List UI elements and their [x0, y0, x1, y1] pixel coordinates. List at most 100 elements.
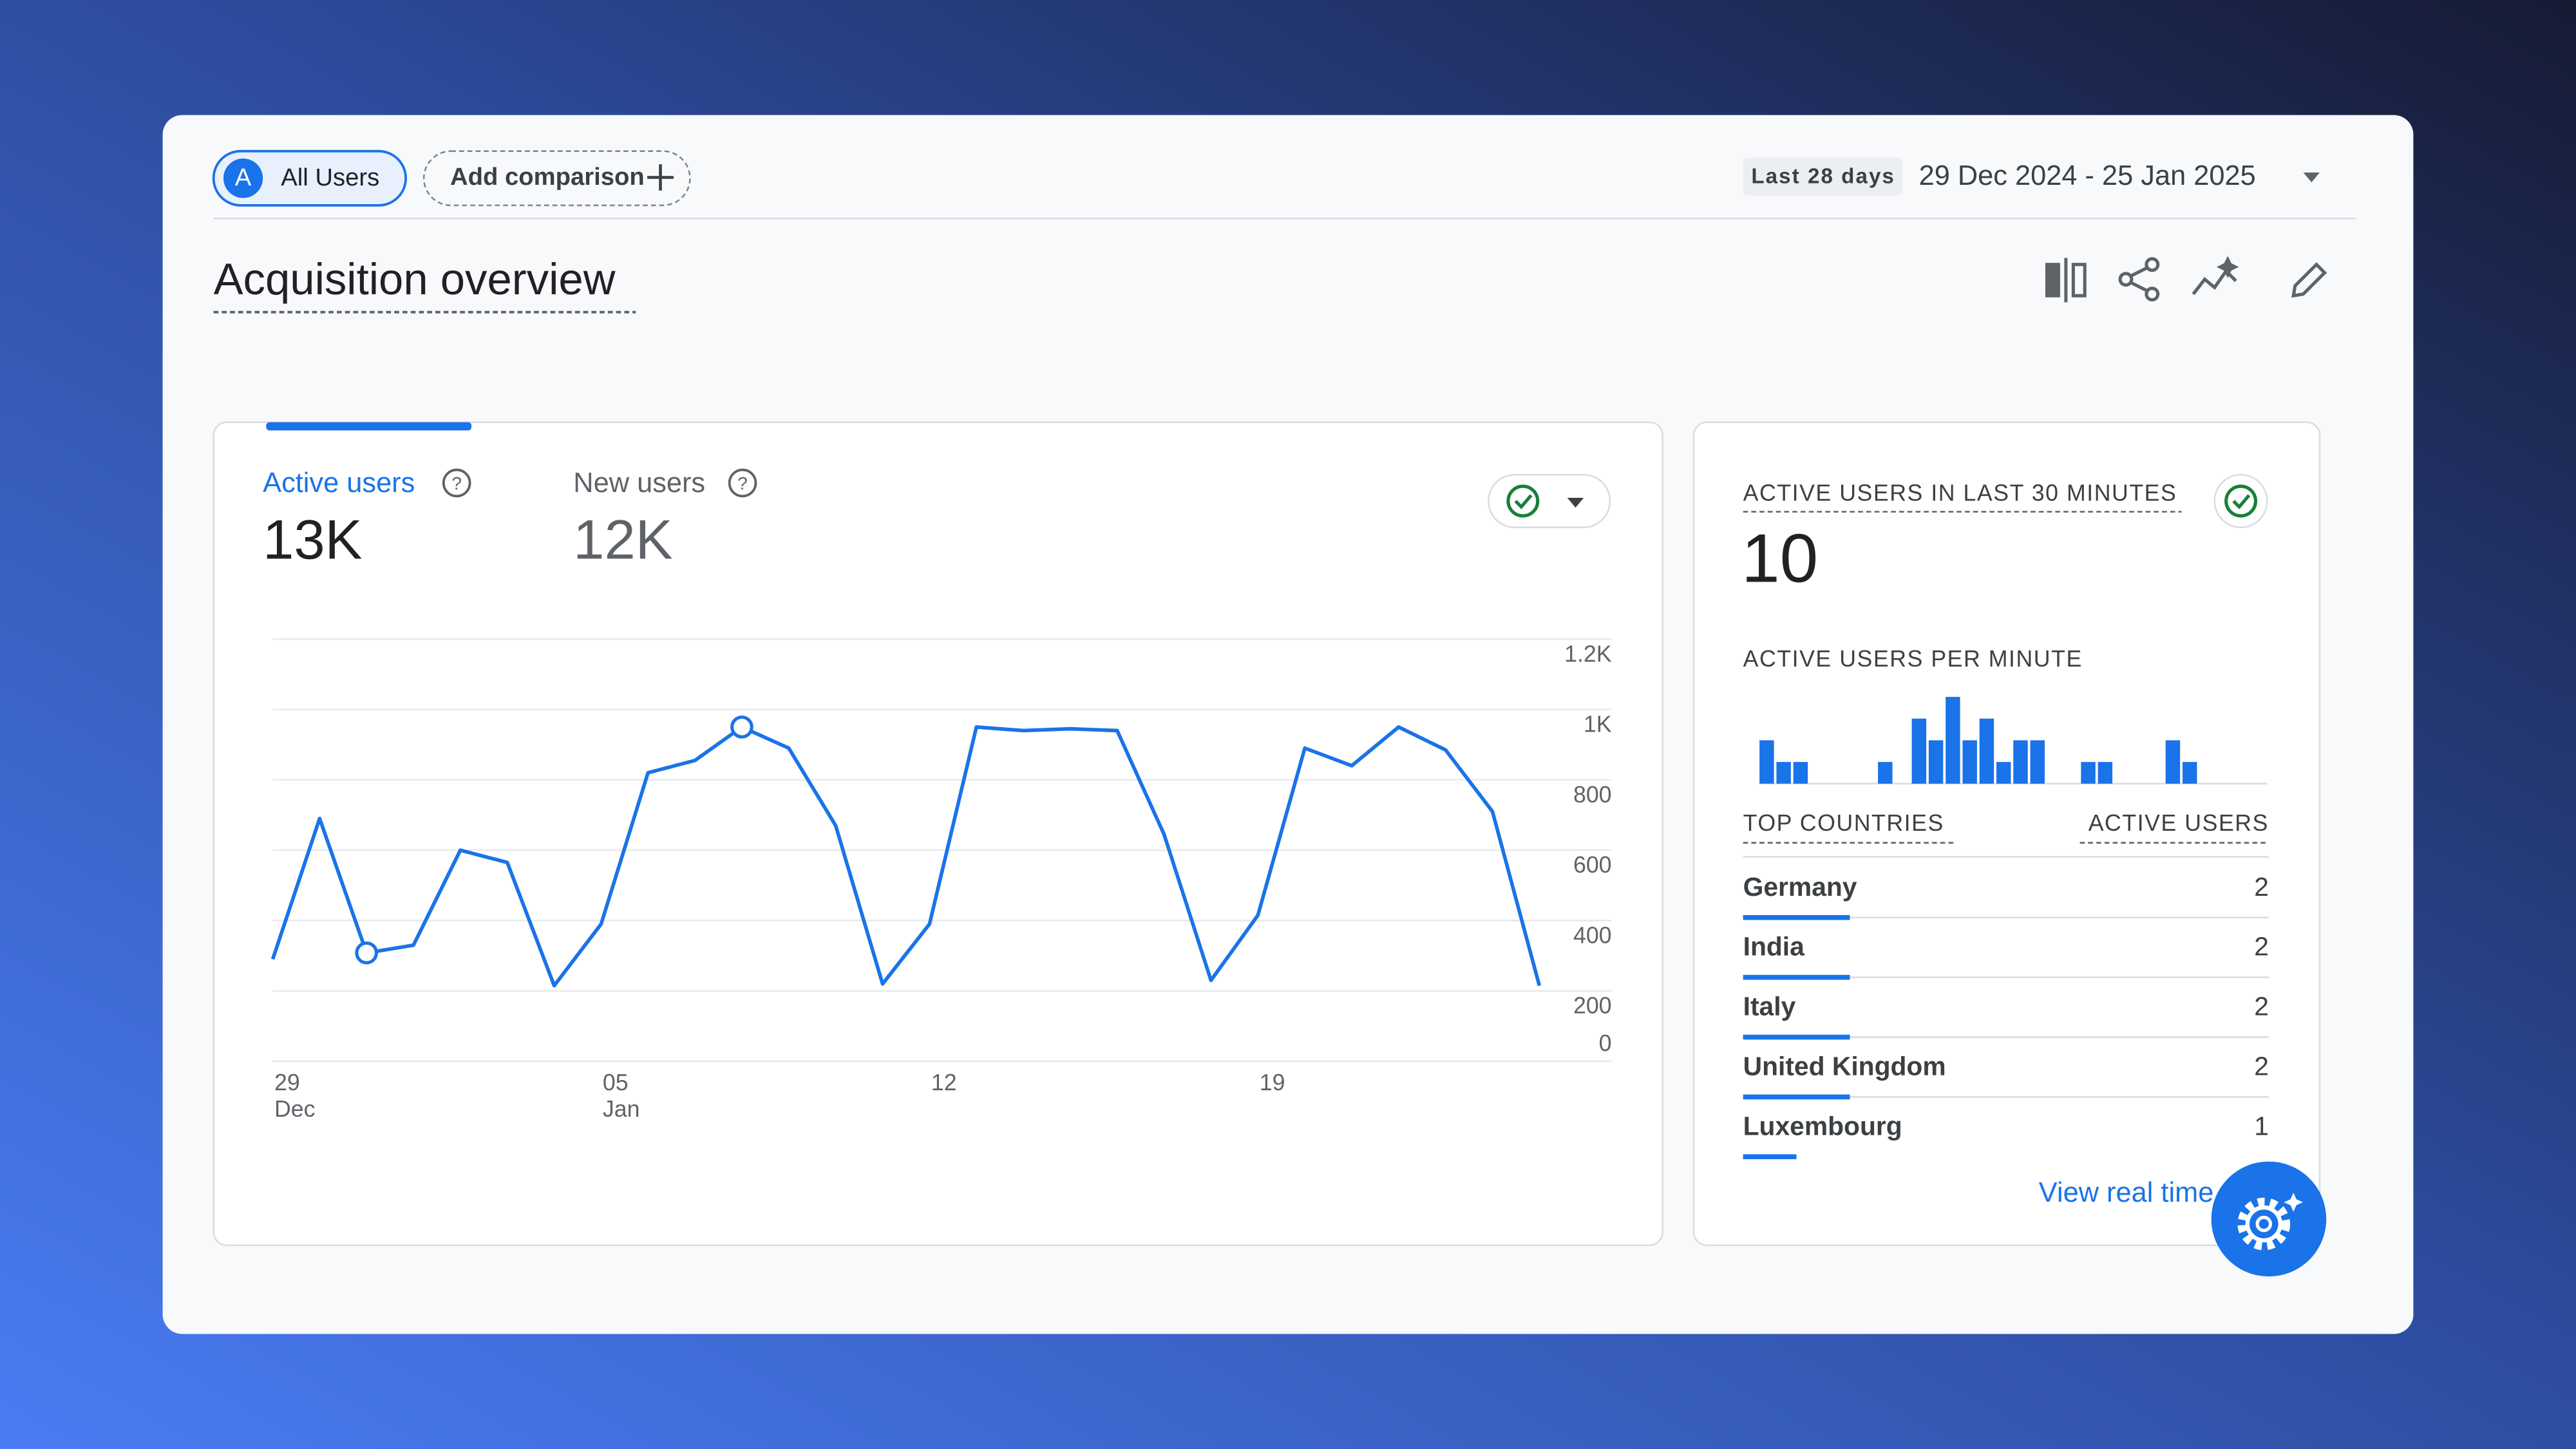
dropdown-arrow [2303, 172, 2320, 183]
realtime-value: 10 [1741, 519, 1818, 596]
minute-bar [1928, 740, 1944, 784]
edit-icon[interactable] [2291, 262, 2327, 298]
minute-bar [1946, 697, 1960, 784]
minute-bar [1878, 762, 1893, 784]
y-tick-label: 400 [1573, 922, 1612, 948]
date-picker[interactable]: Last 28 days 29 Dec 2024 - 25 Jan 2025 [1743, 157, 2320, 196]
active-tab-indicator [266, 422, 472, 431]
view-realtime-link[interactable]: View real time [2039, 1177, 2214, 1208]
x-tick-label: 19 [1260, 1070, 1285, 1095]
help-icon [442, 468, 471, 498]
date-label-bg [1743, 157, 1903, 196]
share-icon[interactable] [2118, 257, 2160, 302]
add-comparison[interactable]: Add comparison [422, 150, 691, 207]
date-range: 29 Dec 2024 - 25 Jan 2025 [1919, 160, 2256, 191]
metric-value: 12K [573, 508, 672, 571]
icon-part [2145, 257, 2160, 272]
country-value: 2 [2254, 872, 2269, 902]
help-mark: ? [451, 473, 462, 493]
plus-icon [647, 164, 674, 191]
per-minute-label: ACTIVE USERS PER MINUTE [1743, 646, 2083, 672]
comparison-label: Add comparison [450, 163, 645, 191]
page-title: Acquisition overview [214, 254, 616, 304]
check-mark [2232, 494, 2251, 509]
column-header: TOP COUNTRIES [1743, 810, 1944, 836]
icon-part [2118, 272, 2134, 287]
comparison-bg [422, 150, 691, 207]
per-minute-chart [1759, 697, 2268, 785]
y-tick-label: 1K [1584, 712, 1612, 737]
minute-bar [1793, 762, 1808, 784]
compare-icon[interactable] [2045, 258, 2087, 303]
metric-label: New users [573, 468, 705, 498]
gear-ring [2245, 1205, 2283, 1243]
minute-bar [2183, 762, 2197, 784]
minute-bar [2098, 762, 2113, 784]
minute-bar [1962, 740, 1977, 784]
icon-part [2216, 256, 2239, 278]
country-value: 2 [2254, 992, 2269, 1021]
icon-part [2145, 287, 2160, 302]
country-name: Luxembourg [1743, 1111, 1902, 1141]
point-marker [730, 715, 753, 739]
gear-hub [2255, 1215, 2273, 1233]
country-value: 2 [2254, 1051, 2269, 1081]
chip-bg [212, 149, 408, 207]
x-tick-label: 12 [931, 1070, 957, 1095]
realtime-title: ACTIVE USERS IN LAST 30 MINUTES [1743, 480, 2177, 506]
minute-bar [2165, 740, 2181, 784]
y-tick-label: 200 [1573, 993, 1612, 1019]
metric-tab[interactable]: New users ? 12K [573, 468, 757, 571]
country-bar [1743, 1094, 1850, 1100]
minute-bar [2013, 740, 2028, 784]
sparkle [2284, 1193, 2304, 1212]
y-tick-label: 800 [1573, 782, 1612, 808]
icon-part [2045, 263, 2060, 298]
badge-letter: A [235, 164, 252, 191]
x-tick-month: Jan [603, 1096, 640, 1122]
status-bg [2213, 473, 2268, 529]
realtime-panel [1692, 421, 2321, 1246]
country-name: India [1743, 932, 1805, 961]
minute-bar [1776, 762, 1791, 784]
minute-bar [2030, 740, 2045, 784]
x-tick-label: 05 [603, 1070, 629, 1095]
column-header: ACTIVE USERS [2088, 810, 2269, 836]
x-tick-month: Dec [274, 1096, 316, 1122]
minute-bar [1979, 718, 1994, 784]
country-bar [1743, 1034, 1850, 1040]
country-name: Italy [1743, 992, 1796, 1021]
data-line [270, 725, 1542, 988]
icon-part [2291, 262, 2327, 298]
point-marker [355, 941, 379, 965]
icon-part [2071, 263, 2087, 298]
country-bar [1743, 974, 1850, 980]
x-tick-label: 29 [274, 1070, 300, 1095]
chart-panel [213, 421, 1663, 1246]
insights-icon[interactable] [2192, 256, 2239, 296]
minute-bar [1996, 762, 2011, 784]
help-mark: ? [737, 473, 748, 493]
realtime-status[interactable] [2213, 473, 2268, 529]
y-tick-label: 1.2K [1564, 641, 1612, 667]
segment-label: All Users [281, 164, 379, 191]
check-mark [1514, 494, 1533, 509]
country-name: United Kingdom [1743, 1051, 1946, 1081]
check-circle [2224, 484, 2258, 518]
country-bar [1743, 1154, 1797, 1159]
country-name: Germany [1743, 872, 1857, 902]
countries-table: TOP COUNTRIES ACTIVE USERS Germany 2 India 2 I… [1743, 810, 2269, 1159]
metric-label: Active users [263, 468, 415, 498]
gear-teeth [2237, 1197, 2291, 1251]
y-tick-label: 600 [1573, 852, 1612, 878]
minute-bar [1911, 718, 1927, 784]
metric-tab[interactable]: Active users ? 13K [263, 468, 471, 571]
assistant-button[interactable] [2211, 1161, 2327, 1277]
status-dropdown[interactable] [1487, 473, 1611, 529]
country-value: 1 [2254, 1111, 2269, 1141]
segment-chip[interactable]: A All Users [212, 149, 408, 207]
minute-bar [1759, 740, 1774, 784]
